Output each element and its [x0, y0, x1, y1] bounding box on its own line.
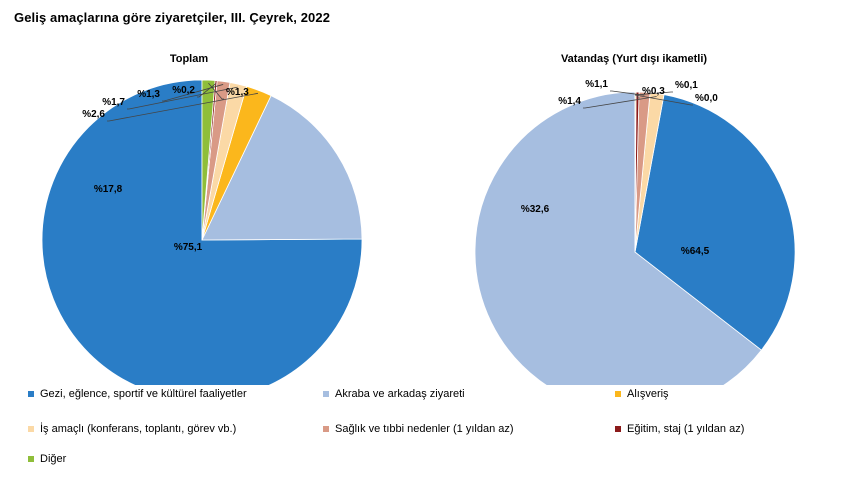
legend-label-diger: Diğer [40, 453, 67, 465]
legend-swatch-saglik [323, 426, 329, 432]
legend-item-alisveris: Alışveriş [615, 388, 669, 400]
data-label-gezi: %75,1 [174, 242, 203, 253]
leader-line-egitim [637, 94, 640, 99]
leader-line-saglik [610, 90, 645, 96]
data-label-akraba: %17,8 [94, 184, 123, 195]
data-label-saglik: %1,1 [585, 79, 608, 90]
data-label-diger: %0,0 [695, 93, 718, 104]
leader-line-diger [208, 82, 224, 100]
legend-label-akraba: Akraba ve arkadaş ziyareti [335, 388, 465, 400]
legend-swatch-is [28, 426, 34, 432]
data-label-saglik: %1,3 [137, 89, 160, 100]
pie-charts: Toplam %75,1 %17,8 %2,6%1,7 %1,3 %0,2 %1,3 Vata… [41, 53, 796, 385]
legend-swatch-alisveris [615, 391, 621, 397]
leader-line-egitim [197, 83, 217, 98]
data-label-egitim: %0,3 [642, 86, 665, 97]
leader-line-saglik [162, 84, 224, 102]
leader-line-is [583, 96, 657, 109]
leader-line-alisveris [635, 91, 673, 96]
data-label-is: %1,7 [102, 97, 125, 108]
pie-slice-alisveris [634, 91, 637, 253]
leader-line-alisveris [107, 92, 259, 122]
legend-swatch-gezi [28, 391, 34, 397]
legend-label-gezi: Gezi, eğlence, sportif ve kültürel faali… [40, 388, 247, 400]
data-label-egitim: %0,2 [172, 85, 195, 96]
data-label-alisveris: %2,6 [82, 109, 105, 120]
legend-item-akraba: Akraba ve arkadaş ziyareti [323, 388, 465, 400]
legend-swatch-akraba [323, 391, 329, 397]
legend-label-alisveris: Alışveriş [627, 388, 669, 400]
pie-title-1: Toplam [170, 53, 209, 65]
pie-chart-1: Toplam %75,1 %17,8 %2,6%1,7 %1,3 %0,2 %1,3 [41, 53, 363, 385]
pie-title-2: Vatandaş (Yurt dışı ikametli) [561, 53, 707, 65]
leader-line-diger [634, 94, 693, 106]
legend-item-gezi: Gezi, eğlence, sportif ve kültürel faali… [28, 388, 247, 400]
data-label-alisveris: %0,1 [675, 80, 698, 91]
pie-slice-akraba [474, 91, 762, 385]
figure-title: Geliş amaçlarına göre ziyaretçiler, III.… [14, 10, 331, 25]
leader-line-is [127, 86, 238, 110]
data-label-is: %1,4 [558, 96, 581, 107]
legend-item-diger: Diğer [28, 453, 66, 465]
legend-item-saglik: Sağlık ve tıbbi nedenler (1 yıldan az) [323, 423, 514, 435]
pie-slice-gezi [634, 94, 796, 351]
pie-slice-gezi [41, 79, 363, 385]
pie-chart-2: Vatandaş (Yurt dışı ikametli) %32,6 %64,5%… [474, 53, 796, 385]
legend-swatch-egitim [615, 426, 621, 432]
data-label-akraba: %64,5 [681, 246, 710, 257]
legend-label-saglik: Sağlık ve tıbbi nedenler (1 yıldan az) [335, 423, 514, 435]
data-label-diger: %1,3 [226, 87, 249, 98]
legend-item-is: İş amaçlı (konferans, toplantı, görev vb… [28, 423, 236, 435]
legend-label-is: İş amaçlı (konferans, toplantı, görev vb… [40, 423, 237, 435]
data-label-gezi: %32,6 [521, 204, 550, 215]
pie-slice-diger [201, 79, 216, 241]
pie-slice-akraba [201, 95, 363, 241]
legend-item-egitim: Eğitim, staj (1 yıldan az) [615, 423, 744, 435]
legend-swatch-diger [28, 456, 34, 462]
legend-label-egitim: Eğitim, staj (1 yıldan az) [627, 423, 745, 435]
